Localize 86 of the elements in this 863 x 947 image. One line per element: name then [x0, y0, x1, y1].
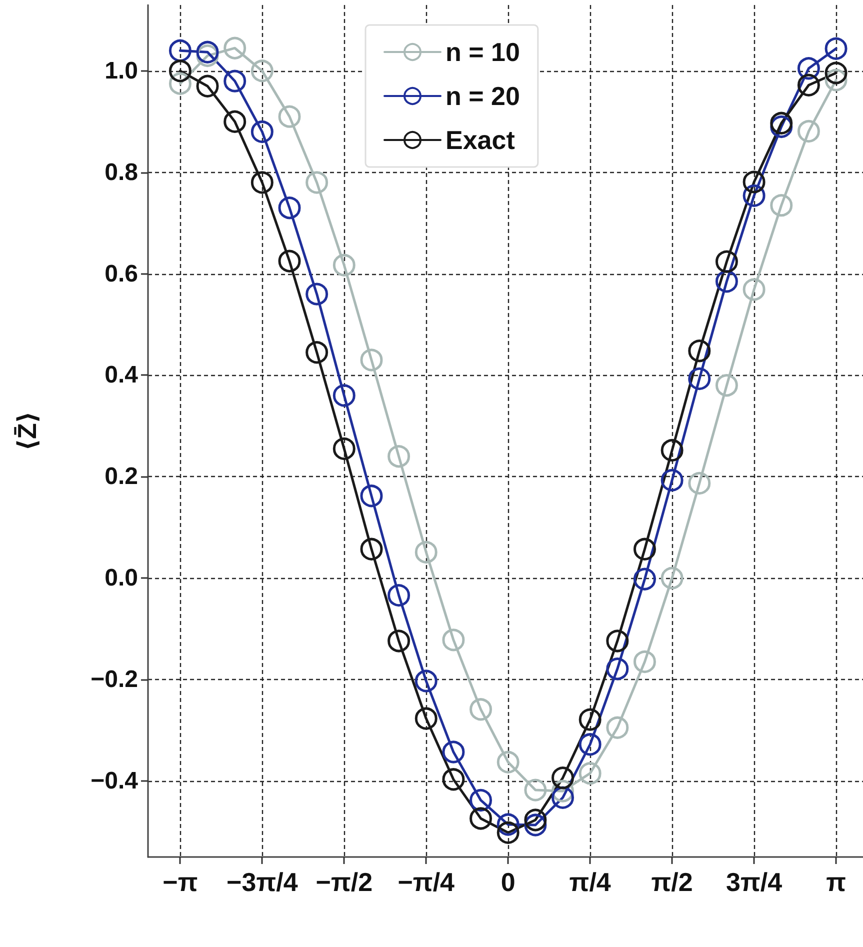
y-tick-label: 0.8	[104, 158, 138, 186]
y-tick-label: 0.4	[104, 362, 139, 389]
point	[250, 120, 274, 144]
point	[306, 341, 328, 364]
y-tick-label: 1.0	[104, 57, 138, 84]
x-tick-label: 3π/4	[726, 867, 783, 897]
point	[606, 630, 629, 652]
legend-label: n = 20	[446, 81, 520, 111]
y-tick-label: −0.4	[90, 767, 139, 794]
point	[332, 438, 356, 460]
point	[360, 538, 383, 560]
point	[715, 374, 738, 397]
point	[332, 254, 356, 276]
point	[524, 778, 547, 802]
y-tick-label: −0.2	[90, 666, 138, 693]
x-tick-label: π/4	[569, 867, 612, 897]
point	[278, 196, 301, 220]
point	[824, 37, 848, 60]
point	[688, 340, 711, 362]
point	[660, 566, 684, 590]
point	[797, 74, 820, 96]
point	[414, 707, 438, 730]
point	[634, 568, 656, 590]
point	[196, 74, 219, 98]
point	[524, 808, 547, 832]
point	[306, 171, 328, 194]
point	[770, 194, 793, 217]
point	[278, 250, 301, 272]
point	[797, 120, 820, 143]
point	[388, 630, 410, 652]
point	[306, 282, 328, 306]
point	[360, 484, 383, 508]
point	[496, 821, 520, 844]
point	[360, 348, 383, 372]
point	[224, 36, 246, 60]
point	[742, 278, 766, 301]
legend-label: Exact	[446, 125, 516, 155]
x-tick-label: 0	[500, 867, 516, 897]
point	[634, 538, 656, 560]
x-tick-label: −π/4	[398, 867, 456, 897]
point	[578, 762, 602, 785]
point	[470, 807, 492, 830]
y-tick-label: 0.2	[104, 463, 138, 490]
point	[742, 184, 766, 207]
point	[442, 628, 465, 652]
legend-label: n = 10	[446, 37, 520, 67]
point	[742, 170, 766, 194]
x-tick-label: π	[826, 867, 846, 897]
point	[606, 658, 629, 680]
point	[414, 540, 438, 564]
point	[552, 766, 574, 790]
point	[196, 40, 219, 64]
x-tick-label: −π	[162, 867, 198, 897]
y-tick-label: 0.6	[104, 260, 138, 288]
x-tick-label: −π/2	[316, 867, 373, 897]
point	[278, 105, 301, 128]
point	[634, 650, 656, 673]
point	[688, 472, 711, 494]
point	[715, 250, 738, 273]
point	[388, 445, 410, 468]
y-tick-label: 0.0	[104, 564, 138, 592]
point	[770, 112, 793, 134]
point	[168, 60, 192, 82]
point	[606, 716, 629, 739]
x-tick-label: π/2	[651, 867, 693, 897]
point	[660, 468, 684, 492]
y-axis-title: ⟨Z̄⟩	[12, 411, 42, 451]
point	[688, 368, 711, 390]
point	[470, 698, 492, 721]
point	[496, 750, 520, 774]
point	[224, 110, 246, 133]
point	[168, 72, 192, 95]
point	[442, 740, 465, 764]
point	[442, 768, 465, 791]
x-tick-label: −3π/4	[226, 867, 298, 897]
point	[388, 584, 410, 607]
point	[250, 171, 274, 194]
point	[578, 733, 602, 756]
point	[250, 60, 274, 82]
point	[824, 62, 848, 84]
point	[578, 708, 602, 731]
point	[797, 57, 820, 80]
point	[414, 670, 438, 692]
point	[332, 384, 356, 407]
point	[660, 439, 684, 462]
point	[224, 70, 246, 92]
